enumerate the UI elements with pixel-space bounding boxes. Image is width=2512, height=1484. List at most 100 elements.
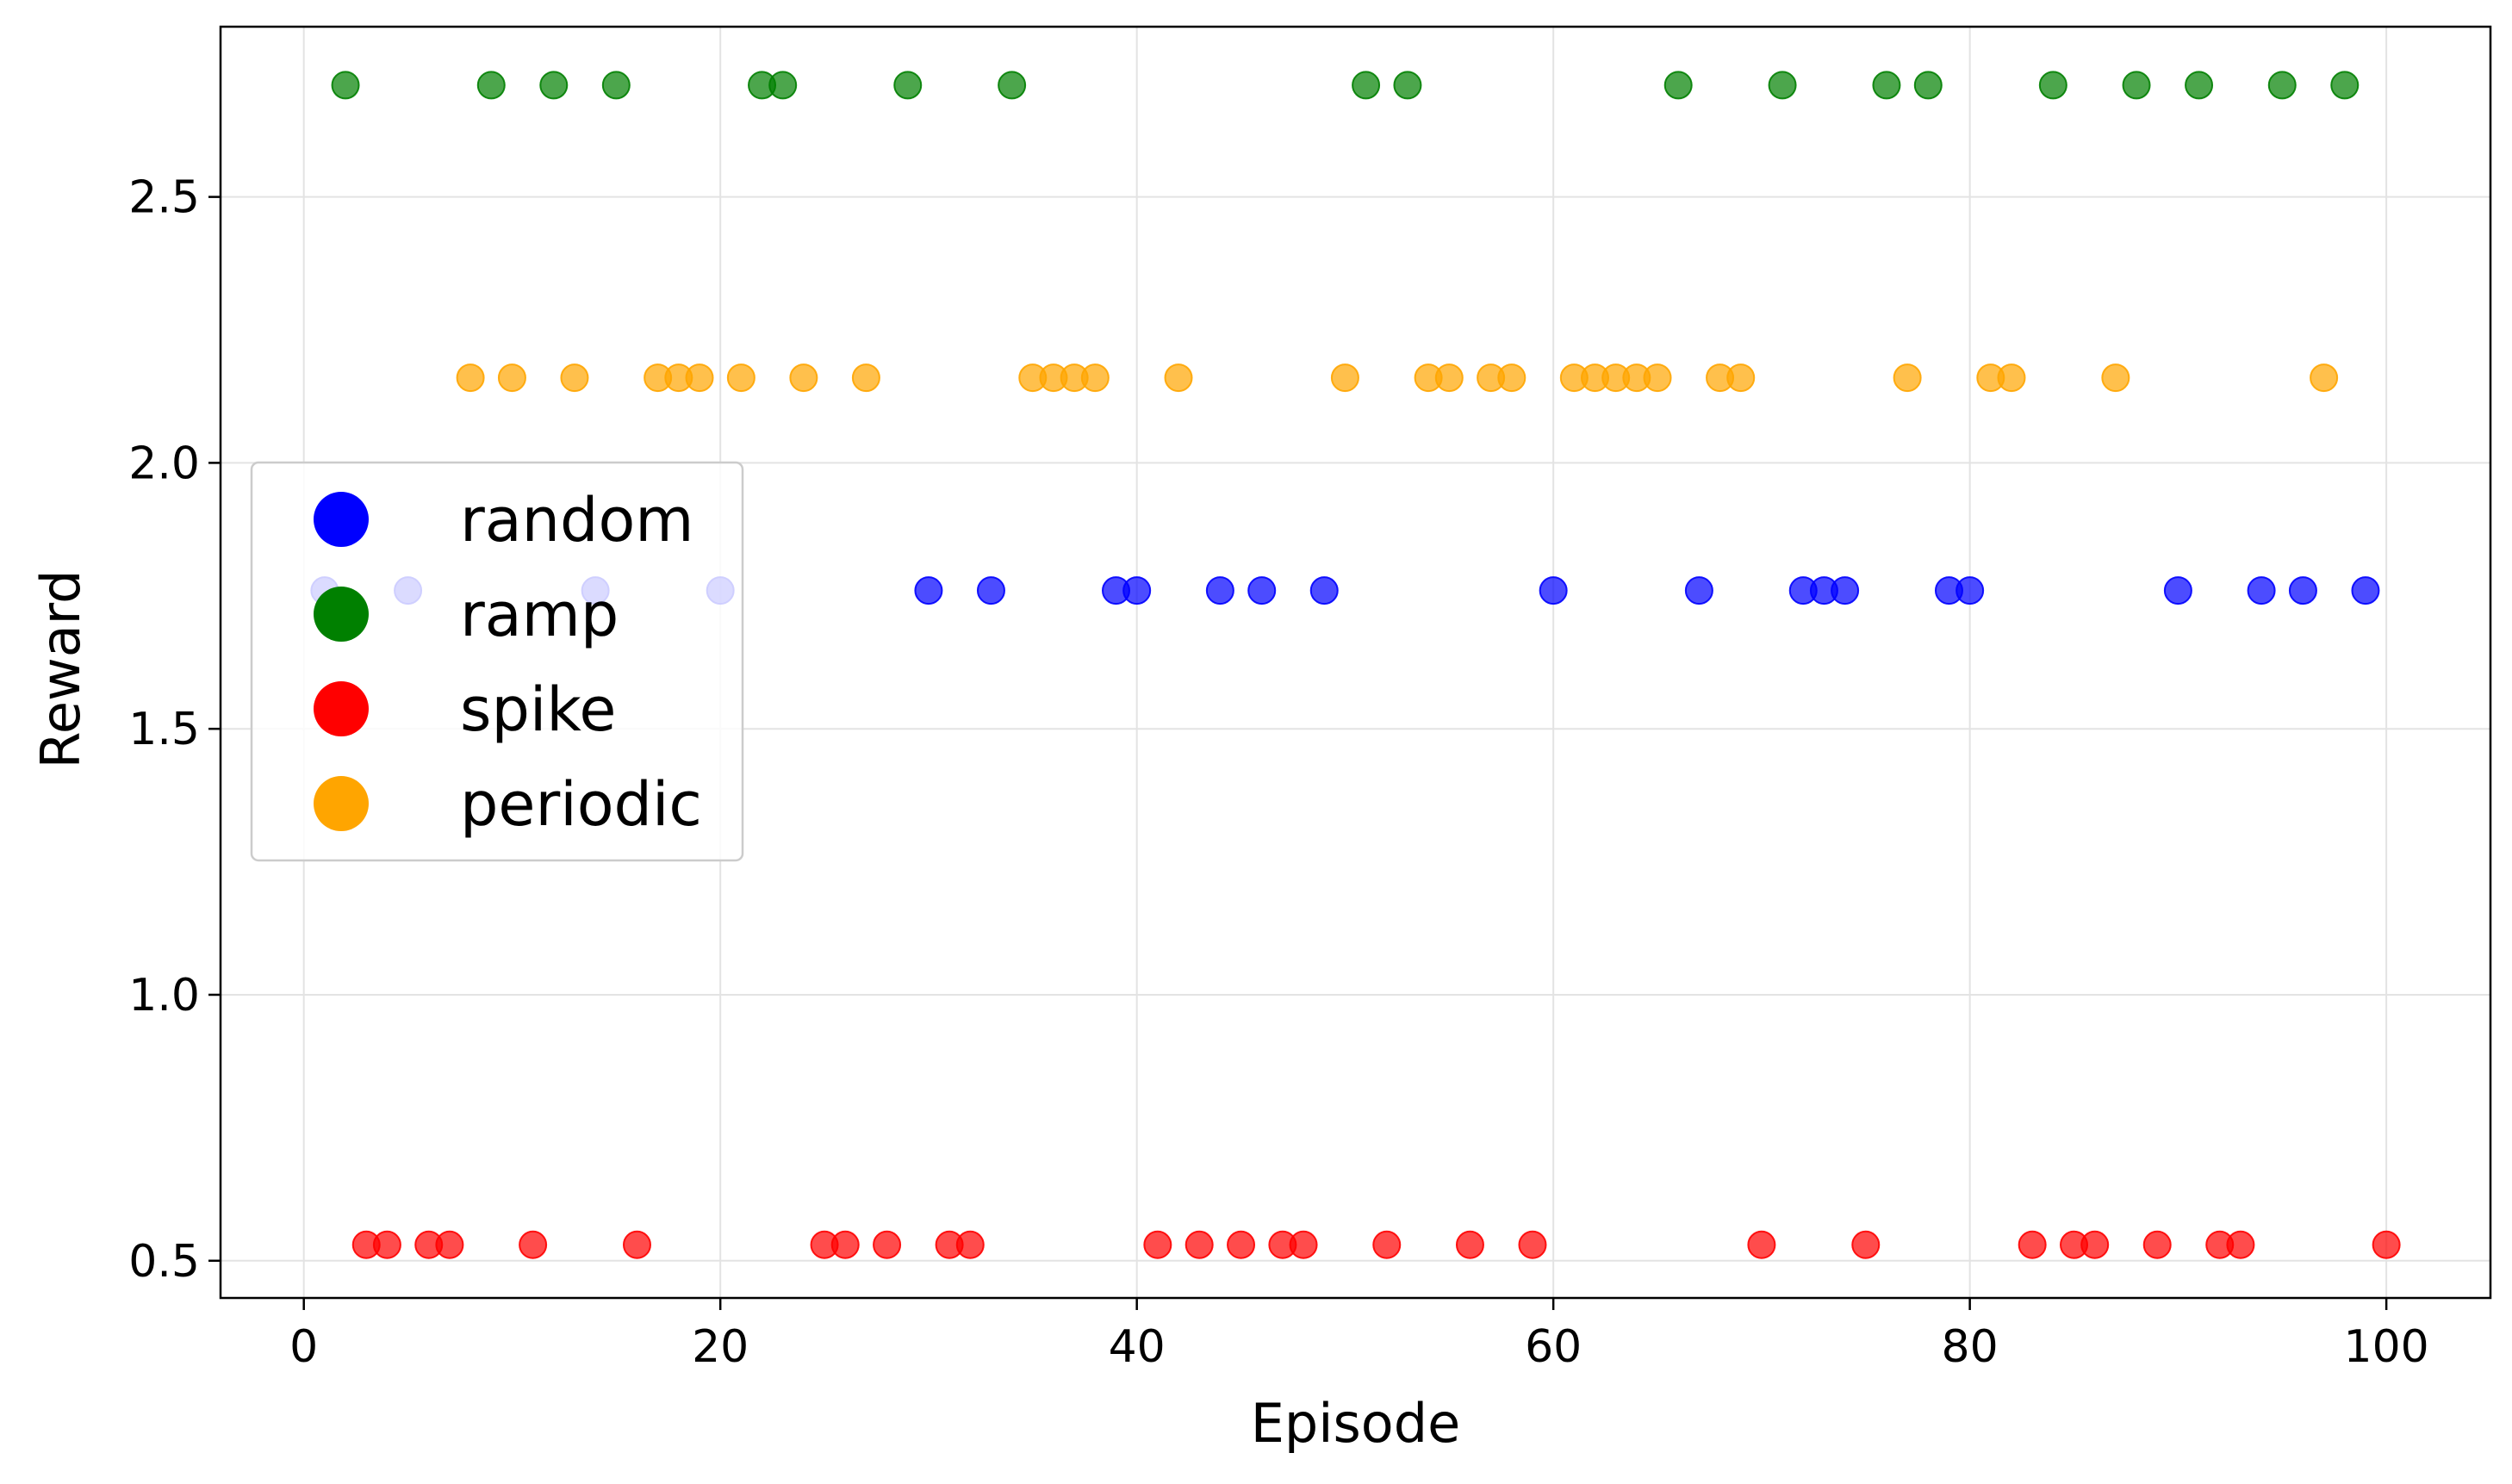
data-point-spike — [2372, 1230, 2401, 1259]
data-point-spike — [873, 1230, 902, 1259]
data-point-random — [1205, 576, 1234, 605]
data-point-random — [1956, 576, 1985, 605]
data-point-spike — [1143, 1230, 1172, 1259]
data-point-ramp — [2267, 71, 2297, 100]
legend-item-random: random — [314, 485, 694, 556]
y-tick-label: 1.5 — [128, 704, 200, 755]
data-point-ramp — [2185, 71, 2214, 100]
data-point-spike — [1184, 1230, 1214, 1259]
data-point-spike — [372, 1230, 401, 1259]
data-point-ramp — [768, 71, 798, 100]
data-point-ramp — [331, 71, 360, 100]
data-point-ramp — [476, 71, 506, 100]
data-point-spike — [435, 1230, 464, 1259]
data-point-ramp — [893, 71, 923, 100]
data-point-spike — [955, 1230, 985, 1259]
y-tick-label: 2.5 — [128, 172, 200, 224]
data-point-periodic — [1497, 363, 1526, 393]
series-ramp — [331, 71, 2360, 100]
data-point-ramp — [1768, 71, 1797, 100]
series-periodic — [456, 363, 2339, 393]
data-point-periodic — [2101, 363, 2130, 393]
data-point-spike — [1227, 1230, 1256, 1259]
legend-label: random — [460, 485, 694, 556]
data-point-random — [914, 576, 943, 605]
data-point-random — [1247, 576, 1277, 605]
data-point-ramp — [2122, 71, 2151, 100]
data-point-spike — [1372, 1230, 1402, 1259]
data-point-spike — [2018, 1230, 2047, 1259]
data-point-random — [1122, 576, 1152, 605]
x-tick-label: 0 — [289, 1321, 318, 1373]
data-point-periodic — [1434, 363, 1464, 393]
data-point-random — [2247, 576, 2276, 605]
data-point-ramp — [2038, 71, 2067, 100]
data-point-spike — [1289, 1230, 1318, 1259]
data-point-ramp — [601, 71, 631, 100]
x-tick-label: 40 — [1109, 1321, 1166, 1373]
data-point-spike — [2080, 1230, 2110, 1259]
data-point-spike — [519, 1230, 548, 1259]
legend-marker — [314, 776, 369, 831]
data-point-spike — [2142, 1230, 2172, 1259]
data-point-ramp — [1393, 71, 1422, 100]
data-point-ramp — [998, 71, 1027, 100]
data-point-spike — [1518, 1230, 1547, 1259]
x-tick-label: 100 — [2343, 1321, 2428, 1373]
data-point-periodic — [851, 363, 880, 393]
x-axis-label: Episode — [1251, 1392, 1461, 1455]
legend-item-spike: spike — [314, 674, 616, 745]
legend: random ramp spike periodic — [250, 461, 744, 862]
legend-marker — [314, 681, 369, 736]
data-point-random — [2288, 576, 2317, 605]
data-point-periodic — [497, 363, 526, 393]
data-point-periodic — [456, 363, 485, 393]
data-point-ramp — [1913, 71, 1943, 100]
x-tick-label: 20 — [692, 1321, 749, 1373]
data-point-periodic — [685, 363, 714, 393]
legend-box — [250, 461, 744, 862]
data-point-spike — [1851, 1230, 1881, 1259]
data-point-periodic — [1997, 363, 2026, 393]
data-point-random — [2351, 576, 2380, 605]
legend-marker — [314, 492, 369, 547]
data-point-random — [1684, 576, 1713, 605]
data-point-periodic — [1330, 363, 1359, 393]
plot-frame — [219, 25, 2492, 1300]
data-point-random — [976, 576, 1005, 605]
data-point-periodic — [1726, 363, 1756, 393]
x-tick-label: 80 — [1942, 1321, 1999, 1373]
grid — [221, 27, 2490, 1298]
data-point-spike — [830, 1230, 860, 1259]
data-point-random — [1831, 576, 1860, 605]
data-point-random — [2163, 576, 2192, 605]
data-point-periodic — [789, 363, 818, 393]
data-point-periodic — [560, 363, 589, 393]
legend-label: ramp — [460, 580, 619, 650]
y-axis-label: Reward — [29, 570, 92, 769]
data-point-random — [1309, 576, 1339, 605]
legend-label: periodic — [460, 769, 702, 840]
y-tick-label: 1.0 — [128, 970, 200, 1021]
data-point-periodic — [726, 363, 755, 393]
legend-marker — [314, 587, 369, 642]
x-tick-label: 60 — [1525, 1321, 1582, 1373]
data-point-spike — [1455, 1230, 1484, 1259]
legend-item-ramp: ramp — [314, 580, 619, 650]
data-point-spike — [2226, 1230, 2255, 1259]
legend-label: spike — [460, 674, 616, 745]
data-point-ramp — [2330, 71, 2360, 100]
data-point-spike — [622, 1230, 651, 1259]
data-point-random — [1539, 576, 1568, 605]
data-point-periodic — [1164, 363, 1193, 393]
data-point-periodic — [1893, 363, 1922, 393]
legend-item-periodic: periodic — [314, 769, 702, 840]
data-point-ramp — [1663, 71, 1693, 100]
y-tick-label: 2.0 — [128, 438, 200, 489]
data-point-ramp — [1872, 71, 1901, 100]
data-point-periodic — [1643, 363, 1672, 393]
data-point-periodic — [2310, 363, 2339, 393]
data-point-spike — [1747, 1230, 1776, 1259]
series-spike — [351, 1230, 2401, 1259]
